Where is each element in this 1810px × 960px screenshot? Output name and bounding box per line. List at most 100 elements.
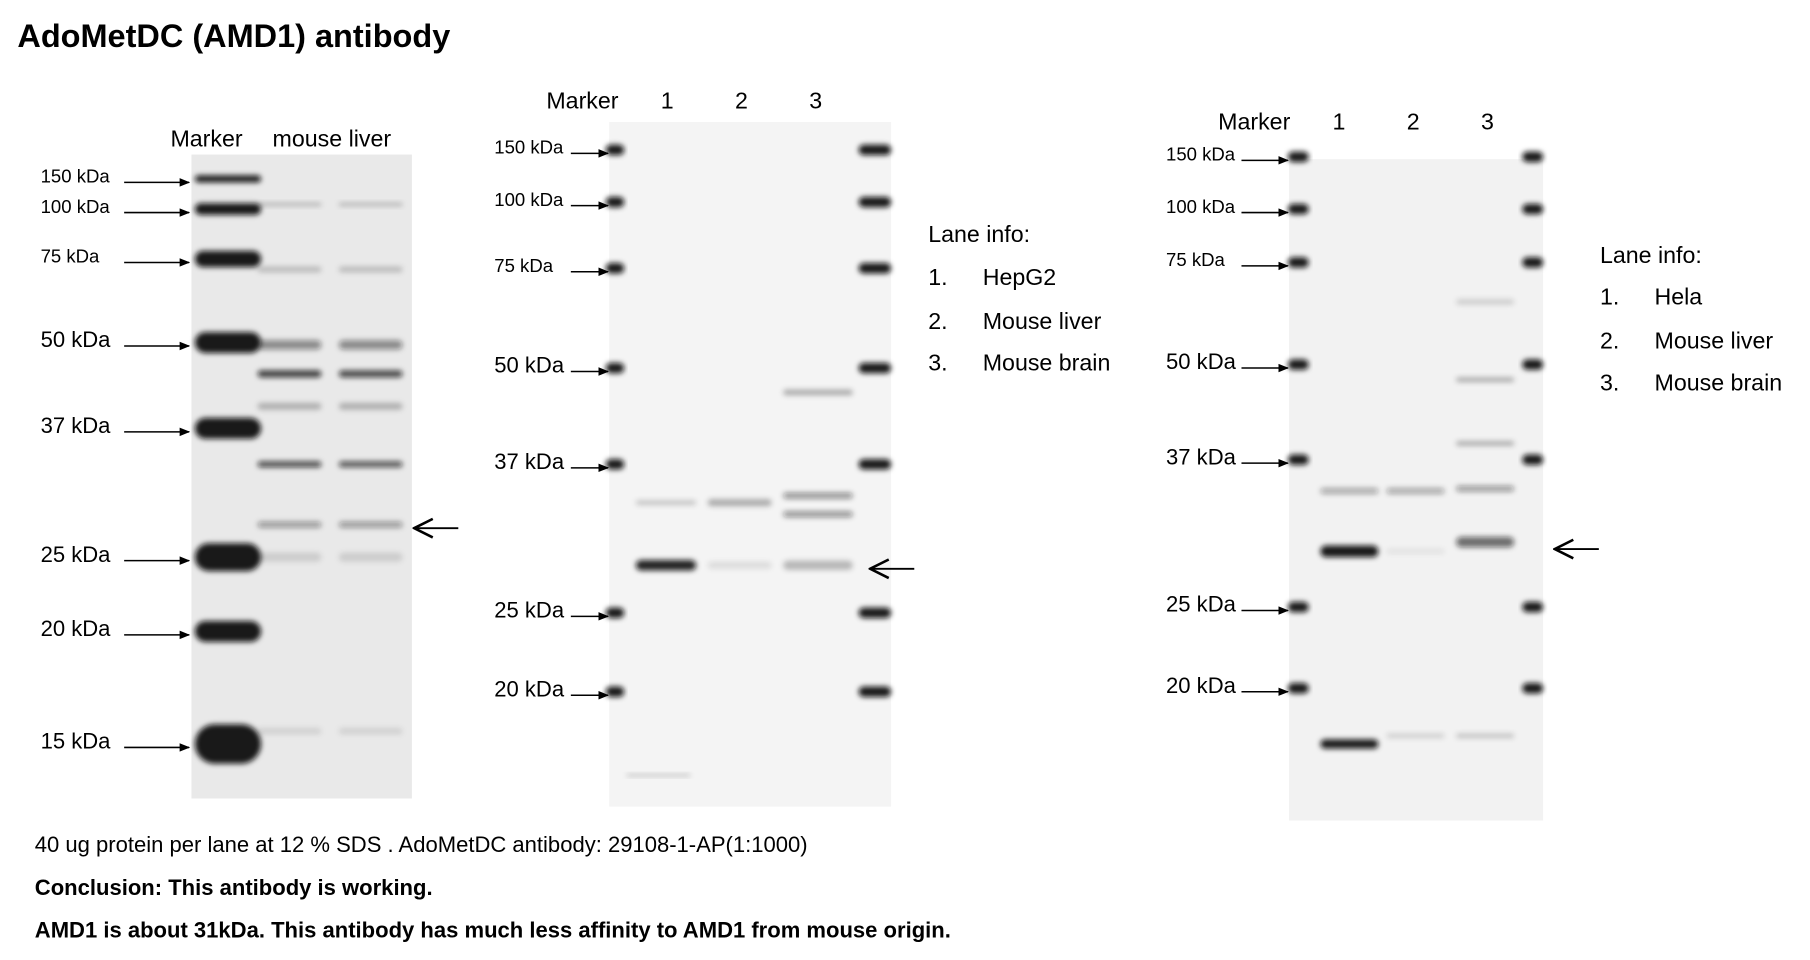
marker-band [605,459,625,470]
marker-band [1522,203,1544,215]
marker-band [1522,454,1544,465]
marker-band [858,686,892,697]
lane-info-number: 3. [928,350,947,376]
marker-band [194,543,262,572]
blot-panel: Marker 1 2 3 150 kDa 100 kDa 75 kDa 50 kDa 37 kD… [494,87,1111,807]
marker-band [1522,683,1544,694]
marker-band [1522,257,1544,268]
marker-label: 25 kDa [41,542,112,567]
band [783,389,853,396]
marker-label: 25 kDa [494,598,565,623]
marker-band [858,362,892,374]
band [1456,299,1515,305]
lane-info-text: Mouse brain [983,350,1111,376]
marker-label: 75 kDa [494,255,553,276]
marker-label: 20 kDa [1166,673,1237,698]
band [338,202,403,207]
title: AdoMetDC (AMD1) antibody [17,18,450,54]
band [1320,739,1379,749]
lane-info-text: Mouse brain [1655,369,1783,395]
lane-header: Marker [170,126,242,152]
marker-band [605,686,625,697]
marker-label: 15 kDa [41,729,112,754]
lane-info-text: HepG2 [983,264,1056,290]
marker-band [605,362,625,374]
marker-label: 37 kDa [494,449,565,474]
band [338,340,403,350]
band [707,561,772,569]
band [338,461,403,468]
marker-band [1287,359,1309,370]
marker-band [605,144,625,156]
band [1386,733,1445,739]
marker-band [1287,203,1309,215]
lane-header: Marker [1218,108,1290,134]
band [1456,377,1515,382]
lane-info-text: Hela [1655,284,1703,310]
marker-label: 50 kDa [1166,349,1237,374]
lane-header: 1 [1332,108,1345,134]
band [257,552,322,562]
band [257,461,322,468]
marker-label: 150 kDa [494,137,564,158]
blot-panel: Marker 1 2 3 150 kDa 100 kDa 75 kDa 50 kDa 37 kD… [1166,108,1783,821]
lane-header: Marker [546,87,618,113]
marker-label: 100 kDa [1166,196,1236,217]
band [338,266,403,273]
marker-label: 20 kDa [494,676,565,701]
band [338,552,403,562]
band [1456,536,1515,548]
marker-band [1522,151,1544,163]
lane-header: 2 [735,87,748,113]
marker-band [1522,601,1544,613]
marker-band [194,175,262,183]
lane-info-text: Mouse liver [1655,328,1774,354]
marker-label: 25 kDa [1166,592,1237,617]
marker-band [1287,151,1309,163]
marker-label: 37 kDa [1166,444,1237,469]
marker-label: 50 kDa [41,327,112,352]
lane-info-number: 2. [1600,328,1619,354]
marker-label: 20 kDa [41,616,112,641]
marker-label: 75 kDa [1166,249,1225,270]
lane-info-number: 3. [1600,369,1619,395]
lane-info-number: 2. [928,308,947,334]
marker-band [1287,454,1309,465]
band [783,560,853,570]
marker-label: 75 kDa [41,246,100,267]
marker-band [858,459,892,470]
band [1320,488,1379,494]
band [626,774,691,777]
lane-info-number: 1. [928,264,947,290]
marker-band [1287,683,1309,694]
marker-band [194,250,262,268]
band [1320,545,1379,558]
band [257,202,322,207]
band [257,340,322,350]
band [635,560,697,571]
marker-band [194,203,262,215]
band [338,370,403,378]
marker-band [605,196,625,208]
band [1386,549,1445,554]
band [257,266,322,273]
band [783,492,853,499]
marker-band [858,196,892,208]
band [257,402,322,410]
band [257,370,322,378]
lane-header: 2 [1407,108,1420,134]
marker-label: 100 kDa [494,189,564,210]
marker-label: 100 kDa [41,196,111,217]
lane-header: 3 [1481,108,1494,134]
band [257,521,322,528]
lane-header: mouse liver [273,126,392,152]
blot-panel: Marker mouse liver 150 kDa 100 kDa 75 kDa 50 … [41,126,459,799]
marker-band [1522,359,1544,370]
lane-info-number: 1. [1600,284,1619,310]
lane-info-heading: Lane info: [1600,242,1702,268]
marker-band [194,417,262,439]
marker-band [194,724,262,764]
marker-label: 150 kDa [1166,144,1236,165]
marker-band [194,332,262,353]
